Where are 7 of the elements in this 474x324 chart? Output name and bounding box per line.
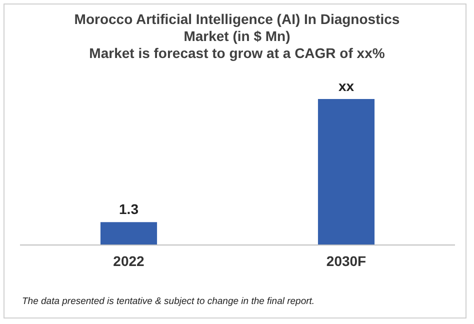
x-tick-label: 2022 bbox=[113, 253, 145, 270]
chart-title: Morocco Artificial Intelligence (AI) In Diagnostics Market (in $ Mn) bbox=[74, 11, 400, 44]
data-label: 1.3 bbox=[119, 201, 139, 218]
data-label: xx bbox=[338, 78, 354, 94]
text: The data presented is tentative & subject to change in the final report. bbox=[22, 296, 315, 307]
x-tick-label: 2030F bbox=[326, 253, 367, 270]
chart-subtitle: Market is forecast to grow at a CAGR of xx% bbox=[89, 45, 386, 61]
